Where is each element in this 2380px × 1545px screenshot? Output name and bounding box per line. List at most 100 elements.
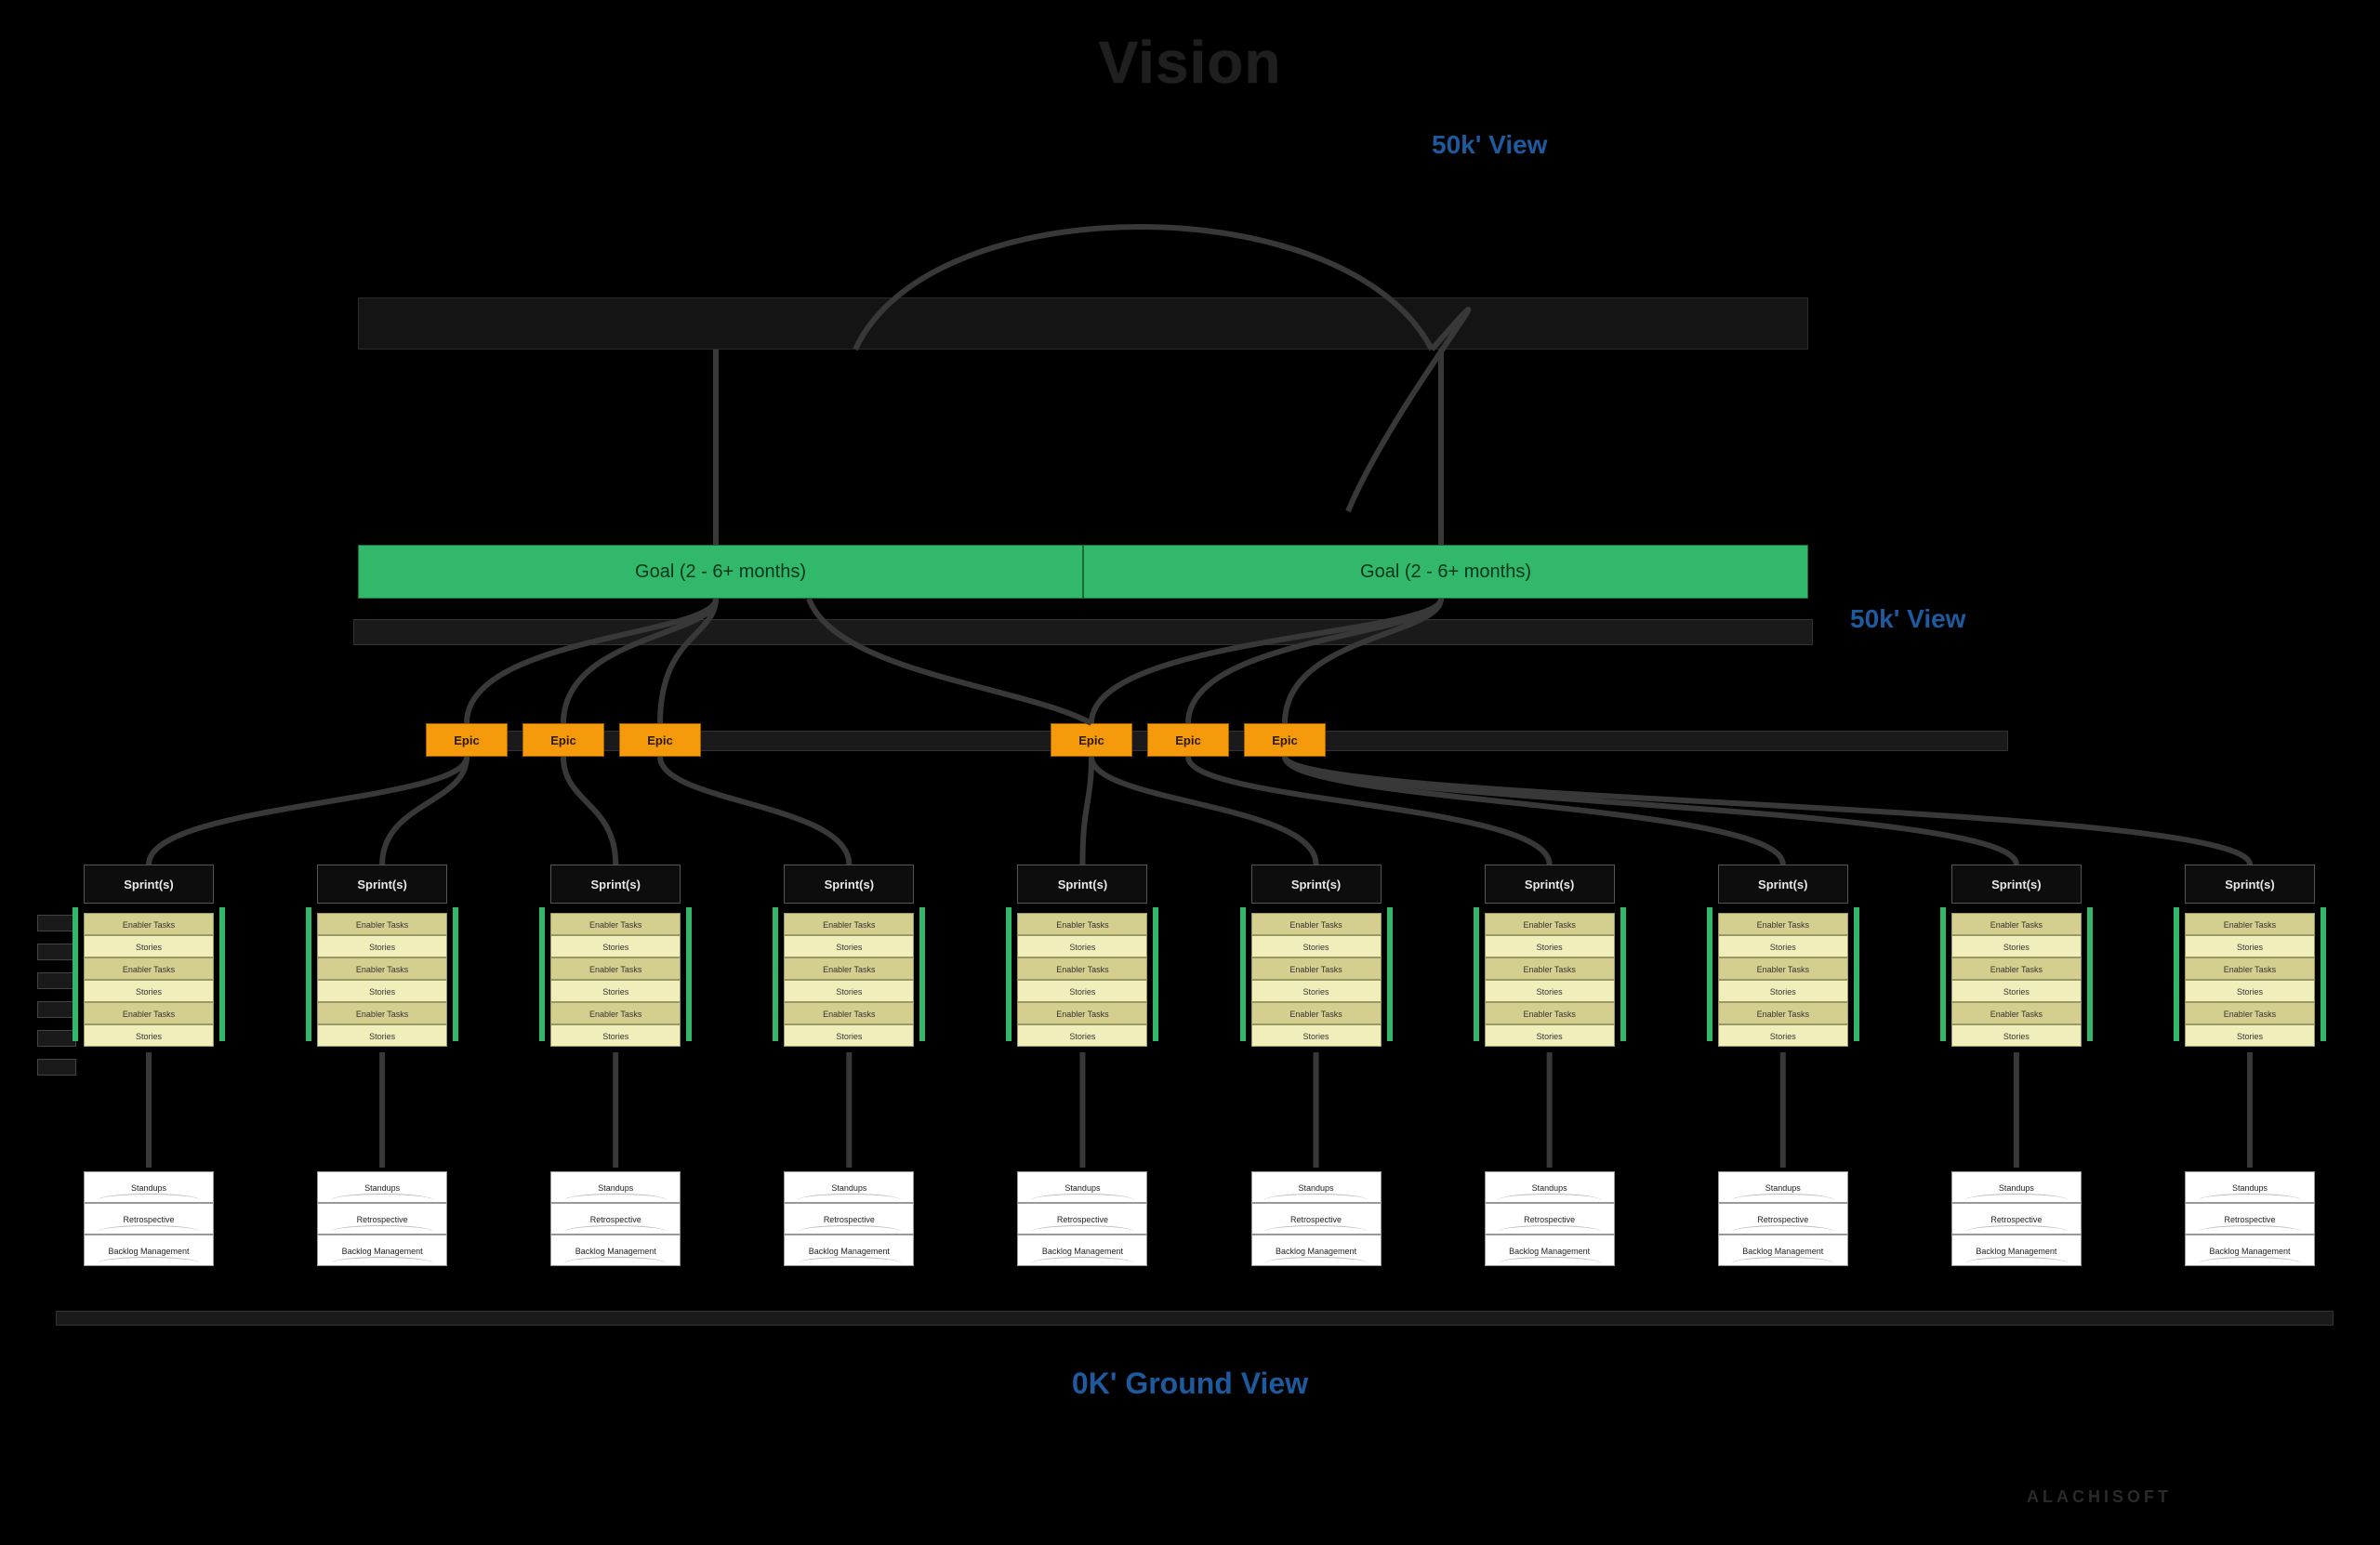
epic-box: Epic	[426, 723, 508, 757]
ceremony-item: Retrospective	[784, 1203, 914, 1235]
ceremony-item: Backlog Management	[1951, 1235, 2082, 1266]
ceremony-item: Backlog Management	[1017, 1235, 1147, 1266]
enabler-tasks-item: Enabler Tasks	[1485, 913, 1615, 935]
sprint-body: Enabler TasksStoriesEnabler TasksStories…	[1485, 913, 1615, 1047]
sprint-bracket-right	[219, 907, 225, 1041]
sprint-column: Sprint(s)Enabler TasksStoriesEnabler Tas…	[1017, 865, 1147, 1047]
below-goal-bar	[353, 619, 1813, 645]
stories-item: Stories	[784, 980, 914, 1002]
ceremony-item: Backlog Management	[2185, 1235, 2315, 1266]
sprint-body: Enabler TasksStoriesEnabler TasksStories…	[550, 913, 681, 1047]
bottom-bar	[56, 1311, 2334, 1326]
ceremonies-region: StandupsRetrospectiveBacklog ManagementS…	[84, 1171, 2315, 1266]
enabler-tasks-item: Enabler Tasks	[1718, 913, 1848, 935]
enabler-tasks-item: Enabler Tasks	[2185, 913, 2315, 935]
stories-item: Stories	[1251, 1024, 1382, 1047]
enabler-tasks-item: Enabler Tasks	[1251, 1002, 1382, 1024]
sprint-body: Enabler TasksStoriesEnabler TasksStories…	[1251, 913, 1382, 1047]
ceremony-item: Standups	[1485, 1171, 1615, 1203]
enabler-tasks-item: Enabler Tasks	[784, 913, 914, 935]
goal-box-2: Goal (2 - 6+ months)	[1083, 545, 1808, 599]
goal-row: Goal (2 - 6+ months) Goal (2 - 6+ months…	[358, 545, 1808, 599]
stories-item: Stories	[317, 980, 447, 1002]
stories-item: Stories	[1718, 980, 1848, 1002]
sprint-header: Sprint(s)	[550, 865, 681, 904]
stories-item: Stories	[1017, 1024, 1147, 1047]
stories-item: Stories	[1951, 935, 2082, 957]
enabler-tasks-item: Enabler Tasks	[84, 913, 214, 935]
ceremony-column: StandupsRetrospectiveBacklog Management	[84, 1171, 214, 1266]
enabler-tasks-item: Enabler Tasks	[784, 1002, 914, 1024]
sprint-header: Sprint(s)	[784, 865, 914, 904]
ceremony-item: Backlog Management	[1251, 1235, 1382, 1266]
ceremony-item: Backlog Management	[317, 1235, 447, 1266]
ceremony-column: StandupsRetrospectiveBacklog Management	[784, 1171, 914, 1266]
watermark: ALACHISOFT	[2027, 1487, 2172, 1507]
stories-item: Stories	[1485, 1024, 1615, 1047]
sprint-bracket-right	[1854, 907, 1859, 1041]
stories-item: Stories	[317, 1024, 447, 1047]
sprint-bracket-left	[1240, 907, 1246, 1041]
ceremony-item: Retrospective	[1951, 1203, 2082, 1235]
stories-item: Stories	[1951, 1024, 2082, 1047]
stories-item: Stories	[1017, 980, 1147, 1002]
stories-item: Stories	[317, 935, 447, 957]
sprint-bracket-right	[2320, 907, 2326, 1041]
enabler-tasks-item: Enabler Tasks	[84, 957, 214, 980]
side-tab	[37, 944, 76, 960]
sprint-body: Enabler TasksStoriesEnabler TasksStories…	[784, 913, 914, 1047]
stories-item: Stories	[84, 935, 214, 957]
sprint-column: Sprint(s)Enabler TasksStoriesEnabler Tas…	[1485, 865, 1615, 1047]
stories-item: Stories	[1485, 935, 1615, 957]
ceremony-item: Backlog Management	[1718, 1235, 1848, 1266]
stories-item: Stories	[1951, 980, 2082, 1002]
ceremony-item: Backlog Management	[550, 1235, 681, 1266]
ceremony-item: Standups	[550, 1171, 681, 1203]
sprint-header: Sprint(s)	[1485, 865, 1615, 904]
stories-item: Stories	[1718, 935, 1848, 957]
ceremony-item: Standups	[784, 1171, 914, 1203]
enabler-tasks-item: Enabler Tasks	[1951, 913, 2082, 935]
sprint-column: Sprint(s)Enabler TasksStoriesEnabler Tas…	[1951, 865, 2082, 1047]
sprint-bracket-left	[73, 907, 78, 1041]
sprint-body: Enabler TasksStoriesEnabler TasksStories…	[1017, 913, 1147, 1047]
enabler-tasks-item: Enabler Tasks	[1485, 957, 1615, 980]
sprint-body: Enabler TasksStoriesEnabler TasksStories…	[2185, 913, 2315, 1047]
sprint-column: Sprint(s) Enabler TasksStoriesEnabler Tas…	[550, 865, 681, 1047]
view-label-mid: 50k' View	[1850, 604, 1965, 634]
enabler-tasks-item: Enabler Tasks	[550, 1002, 681, 1024]
ceremony-item: Retrospective	[2185, 1203, 2315, 1235]
sprint-column: Sprint(s)Enabler TasksStoriesEnabler Tas…	[1251, 865, 1382, 1047]
goal-box-1: Goal (2 - 6+ months)	[358, 545, 1083, 599]
ceremony-item: Retrospective	[84, 1203, 214, 1235]
stories-item: Stories	[1485, 980, 1615, 1002]
enabler-tasks-item: Enabler Tasks	[1251, 957, 1382, 980]
enabler-tasks-item: Enabler Tasks	[550, 913, 681, 935]
enabler-tasks-item: Enabler Tasks	[2185, 957, 2315, 980]
epic-box: Epic	[1147, 723, 1229, 757]
side-tab	[37, 1059, 76, 1076]
sprint-bracket-right	[1620, 907, 1626, 1041]
stories-item: Stories	[1251, 980, 1382, 1002]
view-label-ground: 0K' Ground View	[1072, 1367, 1308, 1401]
stories-item: Stories	[1251, 935, 1382, 957]
enabler-tasks-item: Enabler Tasks	[1017, 1002, 1147, 1024]
enabler-tasks-item: Enabler Tasks	[1718, 1002, 1848, 1024]
ceremony-item: Retrospective	[550, 1203, 681, 1235]
ceremony-item: Backlog Management	[84, 1235, 214, 1266]
sprint-header: Sprint(s)	[2185, 865, 2315, 904]
sprint-bracket-right	[686, 907, 692, 1041]
sprint-bracket-left	[1940, 907, 1946, 1041]
sprint-column: Sprint(s) Enabler Tasks Stories Enabler Tas…	[2185, 865, 2315, 1047]
stories-item: Stories	[2185, 1024, 2315, 1047]
stories-item: Stories	[84, 980, 214, 1002]
ceremony-item: Standups	[1017, 1171, 1147, 1203]
sprints-region: Sprint(s)Enabler TasksStoriesEnabler Tas…	[84, 865, 2315, 1047]
sprint-header: Sprint(s)	[1951, 865, 2082, 904]
enabler-tasks-item: Enabler Tasks	[784, 957, 914, 980]
sprint-header: Sprint(s)	[317, 865, 447, 904]
side-tab	[37, 1001, 76, 1018]
view-label-top: 50k' View	[1432, 130, 1547, 160]
stories-item: Stories	[784, 935, 914, 957]
side-tab	[37, 972, 76, 989]
